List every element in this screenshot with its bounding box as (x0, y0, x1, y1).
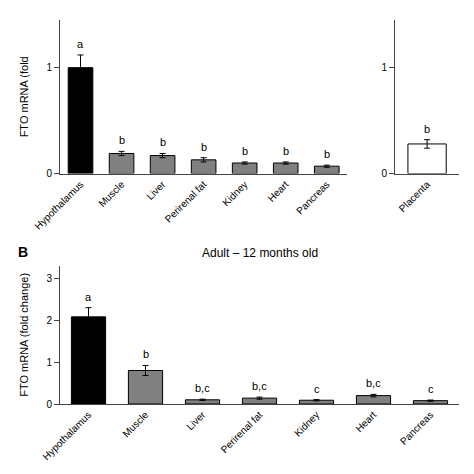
svg-text:b: b (119, 134, 125, 146)
svg-text:FTO mRNA (fold change): FTO mRNA (fold change) (18, 273, 30, 397)
svg-text:FTO mRNA (fold: FTO mRNA (fold (18, 56, 30, 137)
svg-text:1: 1 (382, 62, 388, 73)
svg-text:Heart: Heart (266, 179, 291, 204)
svg-text:Liver: Liver (184, 409, 208, 433)
svg-text:Perirenal fat: Perirenal fat (219, 409, 265, 455)
svg-text:B: B (18, 244, 28, 260)
svg-text:Muscle: Muscle (96, 178, 126, 208)
svg-text:b: b (160, 136, 166, 148)
svg-text:a: a (85, 291, 92, 303)
svg-text:b: b (143, 348, 149, 360)
svg-text:3: 3 (46, 273, 52, 284)
svg-text:a: a (77, 38, 84, 50)
svg-text:Hypothalamus: Hypothalamus (40, 409, 93, 462)
svg-text:Adult – 12 months old: Adult – 12 months old (202, 246, 318, 260)
svg-text:Hypothalamus: Hypothalamus (32, 179, 85, 232)
svg-text:1: 1 (46, 62, 52, 73)
svg-text:Pancreas: Pancreas (398, 409, 436, 447)
svg-text:1: 1 (46, 357, 52, 368)
svg-text:Placenta: Placenta (397, 178, 433, 214)
svg-text:Kidney: Kidney (220, 179, 249, 208)
svg-text:b: b (424, 123, 430, 135)
svg-text:2: 2 (46, 315, 52, 326)
svg-text:Pancreas: Pancreas (294, 179, 332, 217)
svg-text:b: b (201, 141, 207, 153)
svg-text:b: b (324, 148, 330, 160)
svg-text:0: 0 (46, 399, 52, 410)
svg-text:Liver: Liver (144, 178, 168, 202)
svg-text:b,c: b,c (252, 380, 267, 392)
svg-text:b,c: b,c (366, 377, 381, 389)
svg-text:b,c: b,c (195, 382, 210, 394)
svg-text:0: 0 (382, 168, 388, 179)
svg-text:b: b (242, 145, 248, 157)
svg-text:c: c (314, 383, 320, 395)
svg-text:Kidney: Kidney (292, 409, 321, 438)
svg-text:Muscle: Muscle (120, 409, 150, 439)
svg-text:0: 0 (46, 168, 52, 179)
svg-text:c: c (428, 383, 434, 395)
svg-text:Perirenal fat: Perirenal fat (163, 179, 209, 225)
svg-text:b: b (283, 145, 289, 157)
svg-text:Heart: Heart (353, 409, 378, 434)
